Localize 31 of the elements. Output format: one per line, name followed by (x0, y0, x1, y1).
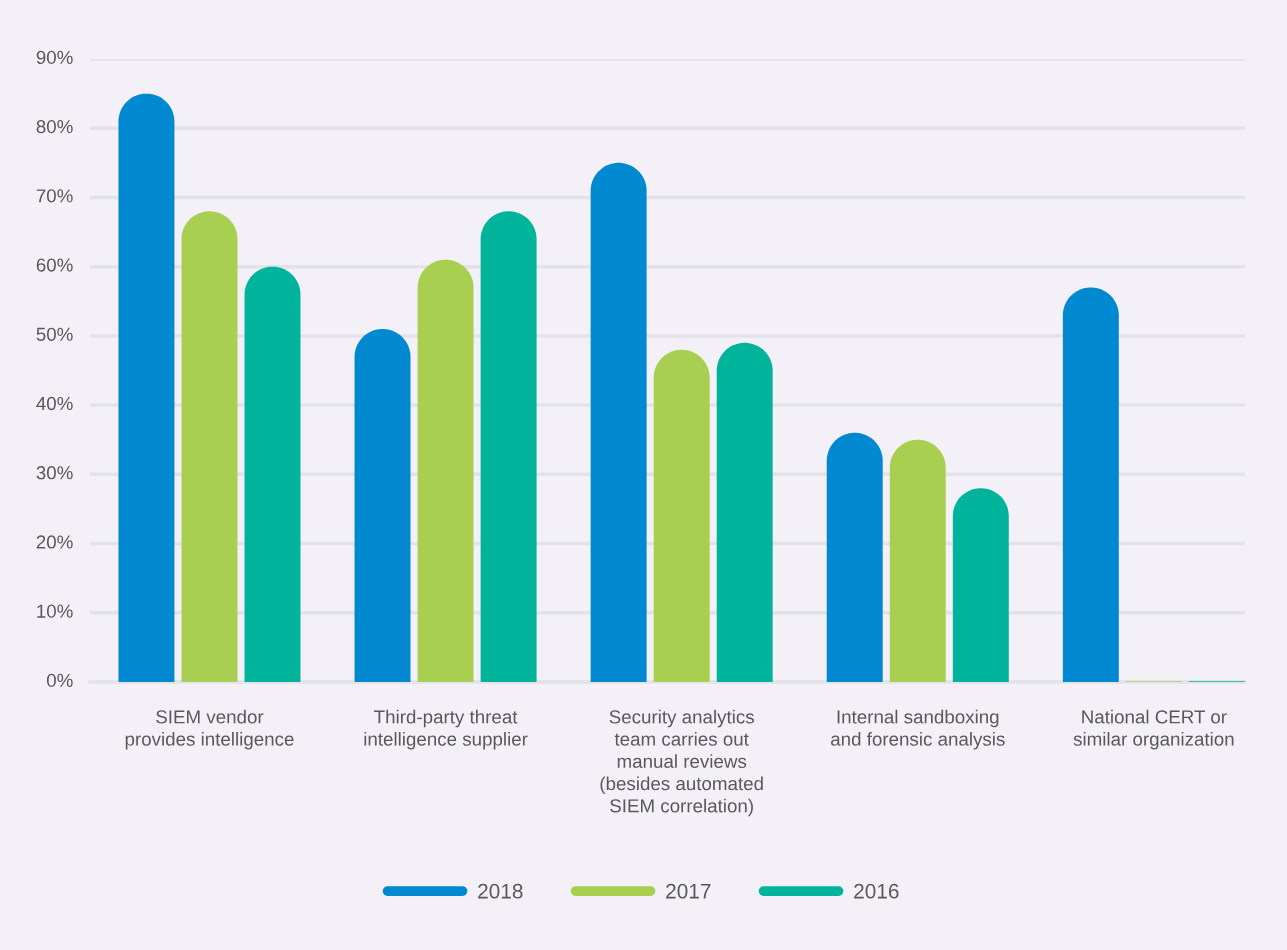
bar (118, 93, 175, 682)
bar (244, 266, 301, 682)
x-tick-label: Security analytics team carries out manual reviews (besides automated SIEM correlation) (600, 709, 763, 817)
x-tick-label: National CERT or similar organization (1073, 709, 1234, 750)
bar (1062, 287, 1119, 682)
legend-label: 2017 (666, 883, 711, 899)
legend-label: 2016 (854, 883, 899, 899)
y-tick-label: 80% (36, 119, 73, 134)
y-tick-label: 50% (36, 327, 73, 341)
bar (181, 211, 238, 682)
y-tick-label: 30% (36, 466, 73, 480)
bar (889, 439, 946, 682)
bar (590, 162, 647, 682)
y-tick-label: 70% (36, 189, 73, 203)
bar (480, 211, 537, 682)
bar (826, 432, 883, 682)
y-tick-label: 0% (46, 673, 73, 688)
x-tick-label: Internal sandboxing and forensic analysis (831, 709, 1005, 750)
bar (716, 342, 773, 682)
x-tick-label: Third-party threat intelligence supplier (364, 709, 528, 750)
y-tick-label: 20% (36, 535, 73, 549)
bar (653, 349, 710, 682)
y-tick-label: 60% (36, 258, 73, 272)
legend-label: 2018 (478, 883, 523, 899)
bar (354, 328, 411, 682)
y-tick-label: 90% (36, 50, 73, 65)
bar (417, 259, 474, 682)
y-tick-label: 10% (37, 604, 73, 618)
x-tick-label: SIEM vendor provides intelligence (125, 709, 294, 750)
y-tick-label: 40% (36, 396, 73, 411)
bar (952, 488, 1009, 682)
